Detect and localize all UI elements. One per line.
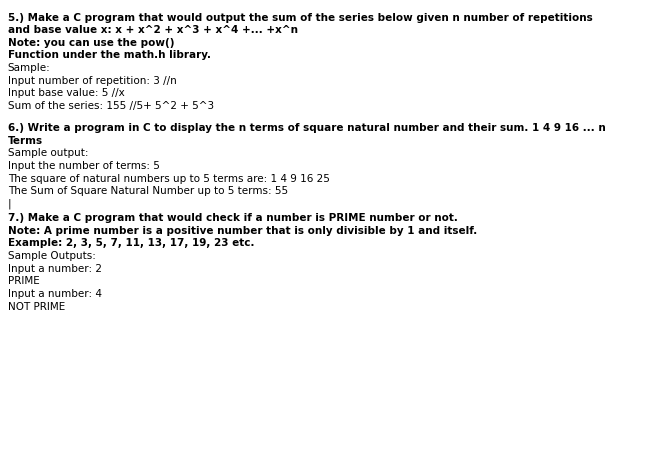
Text: NOT PRIME: NOT PRIME (8, 302, 65, 311)
Text: 5.) Make a C program that would output the sum of the series below given n numbe: 5.) Make a C program that would output t… (8, 13, 593, 22)
Text: Example: 2, 3, 5, 7, 11, 13, 17, 19, 23 etc.: Example: 2, 3, 5, 7, 11, 13, 17, 19, 23 … (8, 238, 254, 248)
Text: Input a number: 2: Input a number: 2 (8, 264, 102, 274)
Text: 7.) Make a C program that would check if a number is PRIME number or not.: 7.) Make a C program that would check if… (8, 213, 458, 223)
Text: Sample:: Sample: (8, 63, 51, 73)
Text: The Sum of Square Natural Number up to 5 terms: 55: The Sum of Square Natural Number up to 5… (8, 186, 288, 196)
Text: Terms: Terms (8, 136, 43, 146)
Text: Input a number: 4: Input a number: 4 (8, 289, 102, 299)
Text: Sample output:: Sample output: (8, 148, 88, 158)
Text: and base value x: x + x^2 + x^3 + x^4 +... +x^n: and base value x: x + x^2 + x^3 + x^4 +.… (8, 25, 298, 35)
Text: Input the number of terms: 5: Input the number of terms: 5 (8, 161, 160, 171)
Text: Input base value: 5 //x: Input base value: 5 //x (8, 88, 125, 98)
Text: Sample Outputs:: Sample Outputs: (8, 251, 96, 261)
Text: Note: you can use the pow(): Note: you can use the pow() (8, 38, 174, 48)
Text: Function under the math.h library.: Function under the math.h library. (8, 50, 211, 60)
Text: Sum of the series: 155 //5+ 5^2 + 5^3: Sum of the series: 155 //5+ 5^2 + 5^3 (8, 101, 214, 111)
Text: Input number of repetition: 3 //n: Input number of repetition: 3 //n (8, 76, 177, 86)
Text: The square of natural numbers up to 5 terms are: 1 4 9 16 25: The square of natural numbers up to 5 te… (8, 174, 330, 184)
Text: PRIME: PRIME (8, 276, 40, 286)
Text: 6.) Write a program in C to display the n terms of square natural number and the: 6.) Write a program in C to display the … (8, 123, 606, 133)
Text: |: | (8, 199, 12, 209)
Text: Note: A prime number is a positive number that is only divisible by 1 and itself: Note: A prime number is a positive numbe… (8, 226, 477, 236)
